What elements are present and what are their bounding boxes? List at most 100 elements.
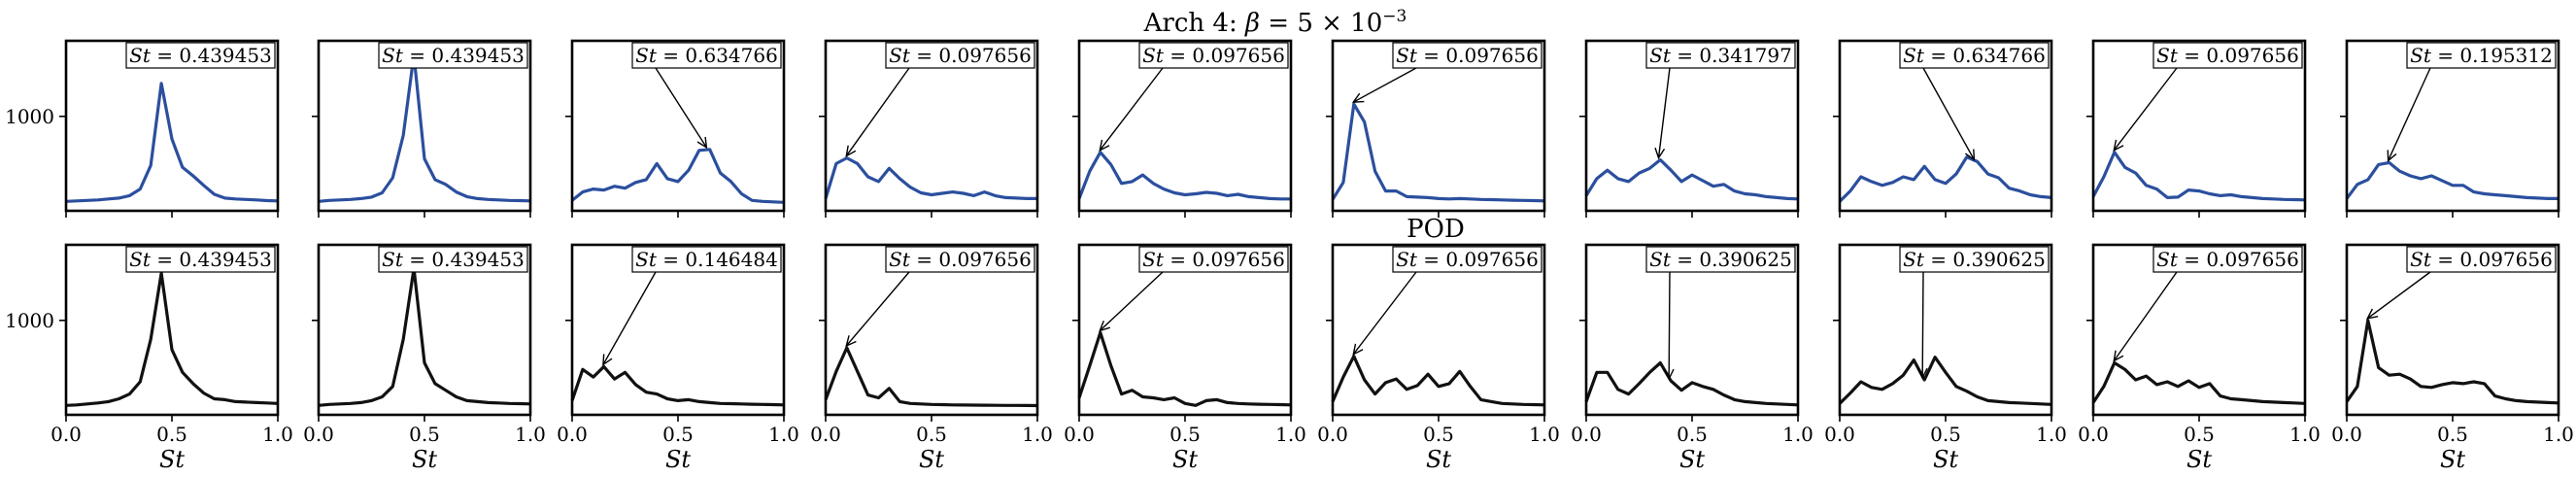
peak-annotation-box	[125, 246, 276, 273]
panel-r1-c1: 0.0 0.5 1.0 St St = 0.439453	[303, 243, 546, 473]
x-tick-label: 0.5	[1677, 423, 1708, 446]
x-tick-label: 0.0	[1571, 423, 1602, 446]
series-line	[571, 148, 785, 204]
panel-r0-c9: St = 0.195312	[2340, 39, 2560, 218]
series-line	[1838, 155, 2052, 203]
peak-arrow-head	[845, 335, 857, 348]
x-tick-label: 0.0	[2331, 423, 2362, 446]
series-line	[824, 156, 1037, 200]
peak-arrow-head	[2387, 150, 2397, 162]
x-tick-label: 0.0	[51, 423, 82, 446]
x-tick-label: 0.0	[303, 423, 334, 446]
peak-arrow	[1668, 271, 1671, 380]
peak-annotation-box	[2406, 42, 2557, 69]
x-tick-label: 0.0	[2078, 423, 2109, 446]
peak-annotation: St = 0.097656	[1142, 248, 1285, 271]
peak-annotation: St = 0.097656	[889, 44, 1032, 67]
panel-r0-c0: 1000 St = 0.439453	[5, 39, 280, 218]
peak-annotation: St = 0.439453	[129, 44, 272, 67]
series-line	[65, 82, 279, 203]
peak-arrow-head	[1654, 147, 1666, 160]
panel-r0-c2: St = 0.634766	[565, 39, 786, 218]
peak-annotation-box	[2152, 42, 2303, 69]
peak-arrow-head	[845, 145, 857, 157]
x-axis-label: St	[1426, 446, 1451, 473]
series-line	[1331, 102, 1545, 203]
y-tick-label: 1000	[5, 309, 54, 332]
peak-annotation-box	[1392, 246, 1542, 273]
x-axis-label: St	[1172, 446, 1198, 473]
peak-annotation-box	[1392, 42, 1542, 69]
peak-arrow	[602, 271, 657, 365]
peak-annotation: St = 0.439453	[382, 44, 525, 67]
peak-annotation-box	[1645, 246, 1796, 273]
peak-arrow	[1099, 271, 1164, 331]
peak-annotation: St = 0.439453	[129, 248, 272, 271]
peak-annotation-box	[2406, 246, 2557, 273]
peak-annotation: St = 0.097656	[889, 248, 1032, 271]
peak-annotation-box	[125, 42, 276, 69]
x-tick-label: 0.5	[916, 423, 947, 446]
peak-arrow-head	[1352, 343, 1364, 356]
x-tick-label: 0.5	[1930, 423, 1961, 446]
peak-annotation: St = 0.097656	[2410, 248, 2553, 271]
peak-annotation-box	[885, 42, 1035, 69]
x-axis-label: St	[1933, 446, 1958, 473]
peak-arrow	[2366, 271, 2431, 320]
peak-arrow	[1352, 67, 1417, 103]
series-line	[1077, 330, 1292, 407]
x-axis-label: St	[412, 446, 437, 473]
panel-r1-c8: 0.0 0.5 1.0 St St = 0.097656	[2078, 243, 2321, 473]
panel-r0-c4: St = 0.097656	[1072, 39, 1293, 218]
peak-arrow-head	[1964, 149, 1976, 161]
peak-annotation-box	[378, 42, 528, 69]
peak-arrow-head	[1351, 92, 1365, 103]
x-axis-label: St	[665, 446, 691, 473]
panel-r0-c6: St = 0.341797	[1579, 39, 1800, 218]
series-line	[1584, 157, 1799, 201]
peak-arrow	[1099, 67, 1164, 152]
peak-arrow-head	[1663, 368, 1675, 381]
panel-r0-c3: St = 0.097656	[819, 39, 1039, 218]
x-tick-label: 1.0	[515, 423, 546, 446]
peak-annotation-box	[631, 246, 782, 273]
peak-annotation: St = 0.634766	[1903, 44, 2046, 67]
peak-annotation-box	[1645, 42, 1796, 69]
figure-title: Arch 4: β = 5 × 10−3	[1143, 7, 1407, 38]
peak-annotation: St = 0.097656	[1396, 248, 1539, 271]
peak-arrow-head	[2113, 139, 2124, 152]
series-line	[2345, 319, 2559, 405]
x-tick-label: 1.0	[2289, 423, 2321, 446]
x-tick-label: 1.0	[262, 423, 293, 446]
peak-annotation: St = 0.341797	[1649, 44, 1792, 67]
series-line	[318, 266, 531, 407]
peak-arrow	[2113, 67, 2178, 152]
peak-arrow	[1921, 271, 1924, 379]
x-tick-label: 0.5	[156, 423, 187, 446]
peak-arrow	[1657, 67, 1671, 158]
peak-arrow-head	[2113, 350, 2124, 362]
panels: 1000 St = 0.439453 St = 0.439453 St = 0.634…	[5, 39, 2574, 473]
peak-arrow-head	[1099, 320, 1111, 332]
x-axis-label: St	[159, 446, 185, 473]
peak-arrow-head	[696, 136, 708, 150]
peak-arrow-head	[1916, 367, 1928, 380]
series-line	[2091, 151, 2306, 202]
x-tick-label: 0.0	[557, 423, 588, 446]
panel-r1-c4: 0.0 0.5 1.0 St St = 0.097656	[1064, 243, 1306, 473]
peak-annotation: St = 0.097656	[1396, 44, 1539, 67]
peak-arrow	[845, 67, 910, 156]
x-tick-label: 1.0	[768, 423, 799, 446]
x-tick-label: 0.5	[662, 423, 694, 446]
series-line	[1331, 355, 1545, 407]
peak-arrow	[1352, 271, 1417, 356]
x-tick-label: 0.5	[2437, 423, 2468, 446]
series-line	[2345, 160, 2559, 200]
peak-arrow-head	[1099, 139, 1110, 152]
peak-arrow-head	[2366, 308, 2379, 320]
x-tick-label: 0.0	[810, 423, 841, 446]
x-tick-label: 1.0	[1275, 423, 1306, 446]
panel-r1-c6: 0.0 0.5 1.0 St St = 0.390625	[1571, 243, 1813, 473]
x-tick-label: 0.5	[1169, 423, 1201, 446]
